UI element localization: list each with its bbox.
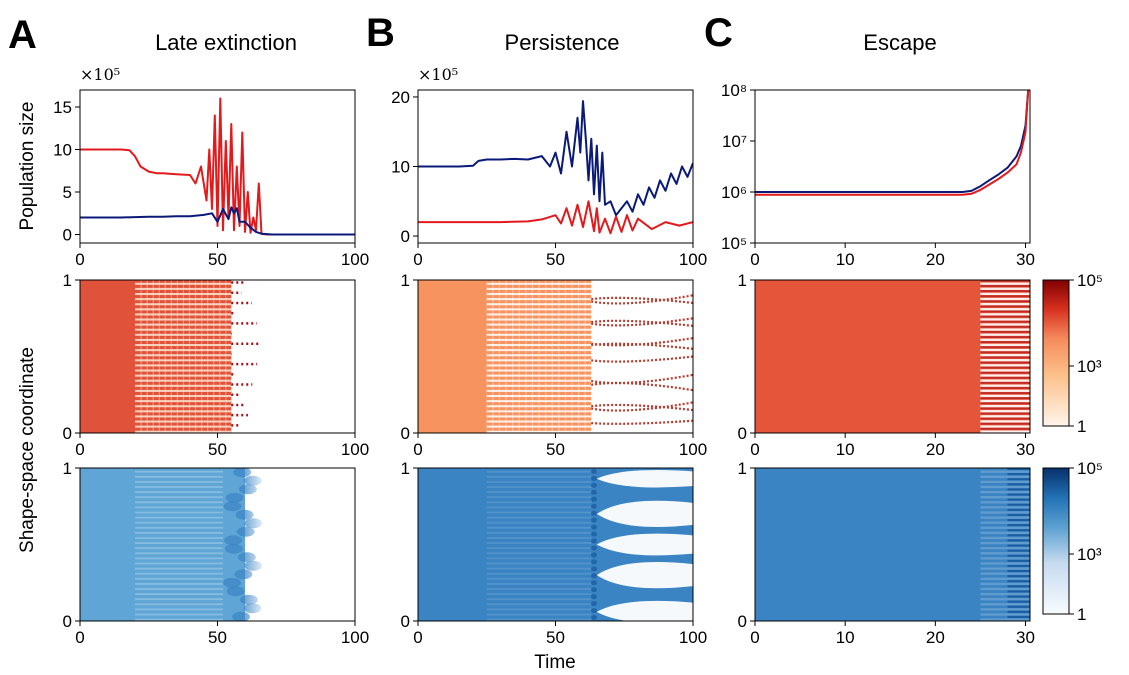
xlabel-time: Time (534, 652, 576, 673)
ylabel-population: Population size (17, 102, 38, 231)
x-tick-label: 30 (1016, 250, 1035, 269)
y-tick-label: 1 (63, 271, 72, 290)
y-tick-label: 10 (53, 141, 72, 160)
x-tick-label: 0 (413, 440, 422, 459)
x-tick-label: 0 (75, 628, 84, 647)
x-tick-label: 50 (208, 440, 227, 459)
y-tick-label: 10⁶ (721, 183, 747, 202)
x-tick-label: 100 (679, 440, 707, 459)
x-tick-label: 100 (679, 628, 707, 647)
x-tick-label: 20 (926, 440, 945, 459)
x-tick-label: 0 (750, 250, 759, 269)
x-tick-label: 0 (413, 250, 422, 269)
y-tick-label: 10 (391, 158, 410, 177)
y-tick-label: 0 (738, 612, 747, 631)
colorbar-tick-label: 10⁵ (1077, 271, 1103, 290)
y-tick-label: 1 (738, 271, 747, 290)
y-tick-label: 20 (391, 88, 410, 107)
x-tick-label: 10 (836, 250, 855, 269)
x-tick-label: 100 (341, 440, 369, 459)
y-tick-label: 15 (53, 98, 72, 117)
x-tick-label: 50 (546, 440, 565, 459)
x-tick-label: 10 (836, 628, 855, 647)
x-tick-label: 0 (750, 440, 759, 459)
ylabel-shape-space: Shape-space coordinate (17, 347, 38, 553)
heatmap-B-red (418, 280, 693, 433)
axes-frame (754, 467, 1031, 622)
x-tick-label: 100 (341, 250, 369, 269)
y-tick-label: 1 (738, 459, 747, 478)
y-tick-label: 10⁸ (721, 81, 747, 100)
series-line-blue (80, 206, 355, 236)
line-plot-B (418, 100, 693, 235)
multiplier-a: ×10⁵ (80, 65, 120, 84)
x-tick-label: 30 (1016, 628, 1035, 647)
y-tick-label: 0 (63, 424, 72, 443)
heatmap-B-blue (418, 468, 693, 621)
colorbar-tick-label: 1 (1077, 417, 1086, 436)
heatmap-A-blue (80, 468, 355, 621)
y-tick-label: 1 (401, 459, 410, 478)
x-tick-label: 100 (679, 250, 707, 269)
multiplier-b: ×10⁵ (418, 65, 458, 84)
y-tick-label: 0 (63, 612, 72, 631)
colorbar-tick-label: 10⁵ (1077, 459, 1103, 478)
title-escape: Escape (863, 30, 936, 55)
panel-letter-c: C (704, 11, 733, 55)
heat-uniform-region (80, 468, 135, 621)
x-tick-label: 50 (546, 250, 565, 269)
colorbar-tick-label: 10³ (1077, 357, 1102, 376)
y-tick-label: 1 (401, 271, 410, 290)
heatmap-C-red (755, 280, 1030, 433)
y-tick-label: 1 (63, 459, 72, 478)
colorbar-tick-label: 1 (1077, 605, 1086, 624)
axes-frame (754, 89, 1031, 244)
y-tick-label: 0 (738, 424, 747, 443)
heat-uniform-region (755, 280, 981, 433)
x-tick-label: 20 (926, 250, 945, 269)
y-tick-label: 5 (63, 183, 72, 202)
x-tick-label: 100 (341, 628, 369, 647)
series-line-blue (418, 100, 693, 217)
title-persistence: Persistence (505, 30, 620, 55)
y-tick-label: 0 (401, 612, 410, 631)
line-plot-A (80, 97, 355, 236)
line-plot-C (755, 90, 1030, 196)
panel-letter-b: B (366, 11, 395, 55)
heat-uniform-region (80, 280, 135, 433)
x-tick-label: 50 (208, 628, 227, 647)
y-tick-label: 0 (401, 227, 410, 246)
x-tick-label: 0 (75, 250, 84, 269)
y-tick-label: 10⁵ (721, 234, 747, 253)
x-tick-label: 50 (208, 250, 227, 269)
series-line-red (755, 90, 1030, 196)
series-line-red (418, 200, 693, 235)
x-tick-label: 10 (836, 440, 855, 459)
heatmap-A-red (80, 280, 355, 433)
heatmap-C-blue (755, 468, 1030, 621)
x-tick-label: 20 (926, 628, 945, 647)
title-late-extinction: Late extinction (155, 30, 297, 55)
y-tick-label: 10⁷ (722, 132, 747, 151)
x-tick-label: 0 (750, 628, 759, 647)
x-tick-label: 0 (413, 628, 422, 647)
y-tick-label: 0 (63, 226, 72, 245)
x-tick-label: 50 (546, 628, 565, 647)
panel-letter-a: A (8, 13, 37, 57)
heat-uniform-region (418, 280, 487, 433)
colorbar-blue (1042, 467, 1070, 615)
x-tick-label: 0 (75, 440, 84, 459)
axes-frame (754, 279, 1031, 434)
series-line-red (80, 97, 355, 236)
colorbar-tick-label: 10³ (1077, 545, 1102, 564)
colorbar-red (1042, 279, 1070, 427)
y-tick-label: 0 (401, 424, 410, 443)
series-line-blue (755, 90, 1030, 193)
x-tick-label: 30 (1016, 440, 1035, 459)
